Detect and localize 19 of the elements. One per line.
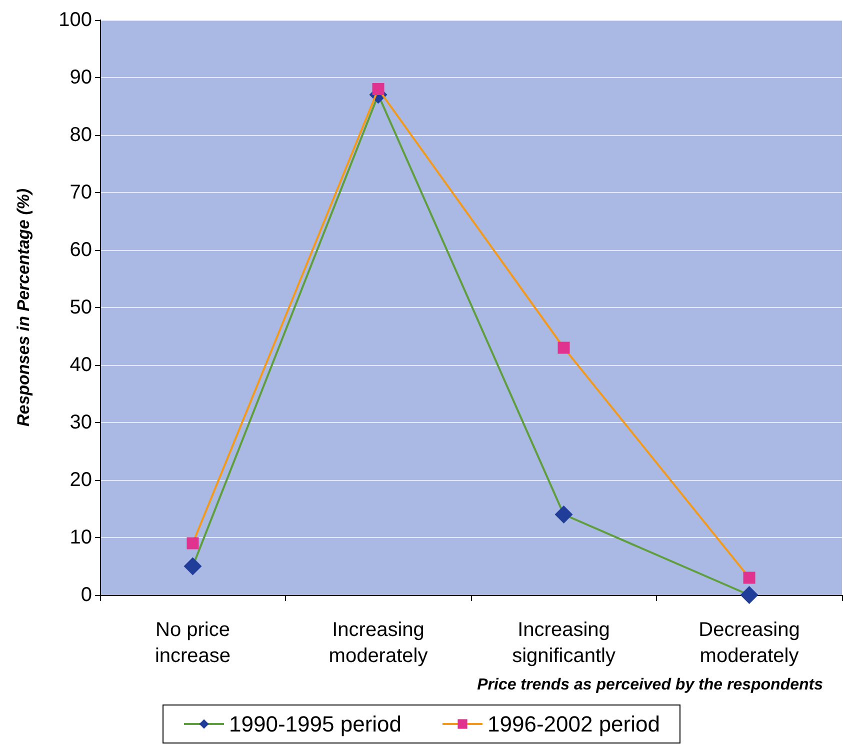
y-tick-label: 30 bbox=[70, 412, 92, 434]
y-tick-label: 90 bbox=[70, 66, 92, 88]
x-tick-label: Increasing significantly bbox=[512, 619, 616, 667]
y-tick-label: 0 bbox=[80, 584, 92, 606]
x-tick-label: No price increase bbox=[154, 619, 231, 667]
y-tick-label: 50 bbox=[70, 296, 92, 318]
legend-label: 1990-1995 period bbox=[229, 712, 402, 736]
x-tick-label: Increasing moderately bbox=[328, 619, 428, 667]
y-axis-title: Responses in Percentage (%) bbox=[14, 188, 33, 427]
y-tick-label: 100 bbox=[58, 9, 92, 31]
y-tick-label: 60 bbox=[70, 239, 92, 261]
y-tick-label: 10 bbox=[70, 526, 92, 548]
x-tick-label: Decreasing moderately bbox=[698, 619, 800, 667]
y-tick-label: 40 bbox=[70, 354, 92, 376]
y-tick-label: 80 bbox=[70, 124, 92, 146]
y-tick-label: 20 bbox=[70, 469, 92, 491]
legend-label: 1996-2002 period bbox=[488, 712, 660, 736]
x-axis-title: Price trends as perceived by the respondents bbox=[477, 676, 824, 694]
y-tick-label: 70 bbox=[70, 182, 92, 204]
